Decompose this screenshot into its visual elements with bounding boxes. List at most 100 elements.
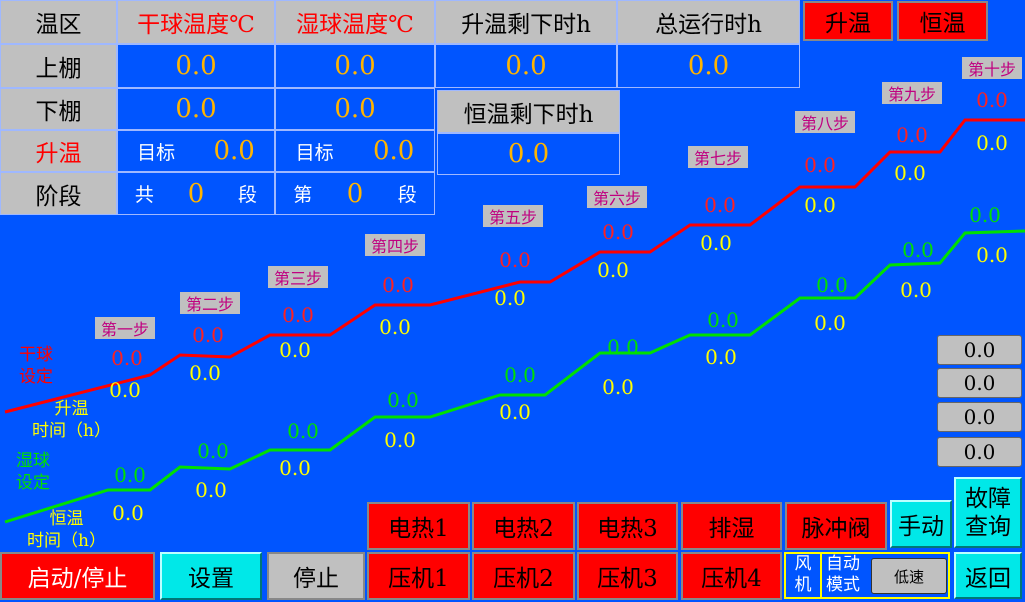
target-label: 目标 [295, 141, 334, 164]
step-hold-time[interactable]: 0.0 [195, 478, 227, 502]
step-heat-time[interactable]: 0.0 [494, 286, 526, 310]
step-label: 第六步 [587, 186, 647, 208]
step-dry-setpoint[interactable]: 0.0 [382, 273, 414, 297]
step-label: 第九步 [882, 82, 942, 104]
fan-panel: 风 机 自动 模式 低速 [784, 552, 950, 599]
step-wet-setpoint[interactable]: 0.0 [387, 388, 419, 412]
compressor-4-button[interactable]: 压机4 [681, 552, 782, 600]
step-dry-setpoint[interactable]: 0.0 [804, 153, 836, 177]
compressor-3-button[interactable]: 压机3 [577, 552, 678, 600]
side-value-1: 0.0 [937, 335, 1022, 365]
step-hold-time[interactable]: 0.0 [705, 345, 737, 369]
step-hold-time[interactable]: 0.0 [499, 400, 531, 424]
start-stop-button[interactable]: 启动/停止 [0, 552, 155, 600]
side-value-4: 0.0 [937, 437, 1022, 467]
step-dry-setpoint[interactable]: 0.0 [499, 248, 531, 272]
step-dry-setpoint[interactable]: 0.0 [976, 88, 1008, 112]
step-hold-time[interactable]: 0.0 [900, 278, 932, 302]
dry-setpoint-line [4, 118, 1025, 414]
step-heat-time[interactable]: 0.0 [894, 161, 926, 185]
stage-unit: 段 [397, 184, 417, 206]
hold-time-legend: 恒温 时间（h） [27, 509, 106, 551]
step-wet-setpoint[interactable]: 0.0 [816, 273, 848, 297]
step-heat-time[interactable]: 0.0 [700, 231, 732, 255]
lower-dry-value: 0.0 [117, 88, 275, 130]
step-wet-setpoint[interactable]: 0.0 [902, 238, 934, 262]
step-heat-time[interactable]: 0.0 [804, 193, 836, 217]
stage-unit: 段 [238, 184, 258, 206]
step-hold-time[interactable]: 0.0 [602, 375, 634, 399]
stop-button[interactable]: 停止 [267, 552, 365, 600]
step-label: 第三步 [268, 266, 328, 288]
row-header-stage: 阶段 [0, 172, 117, 215]
step-hold-time[interactable]: 0.0 [112, 501, 144, 525]
step-wet-setpoint[interactable]: 0.0 [504, 363, 536, 387]
step-dry-setpoint[interactable]: 0.0 [602, 220, 634, 244]
step-hold-time[interactable]: 0.0 [279, 456, 311, 480]
current-stage-value: 0 [346, 178, 364, 209]
target-wet-value[interactable]: 0.0 [372, 136, 415, 166]
dry-set-legend: 干球 设定 [19, 345, 53, 387]
heater-1-button[interactable]: 电热1 [367, 502, 470, 550]
dry-temp-header: 干球温度℃ [117, 0, 275, 44]
auto-mode-label: 自动 模式 [826, 554, 860, 595]
step-wet-setpoint[interactable]: 0.0 [197, 439, 229, 463]
upper-wet-value: 0.0 [275, 44, 435, 88]
back-button[interactable]: 返回 [954, 552, 1022, 599]
step-wet-setpoint[interactable]: 0.0 [607, 335, 639, 359]
step-label: 第十步 [962, 57, 1022, 79]
compressor-2-button[interactable]: 压机2 [472, 552, 575, 600]
heat-remain-header: 升温剩下时h [435, 0, 617, 44]
current-label: 第 [293, 184, 313, 206]
pulse-valve-button[interactable]: 脉冲阀 [785, 502, 887, 550]
side-value-2: 0.0 [937, 368, 1022, 398]
total-stages-value[interactable]: 0 [187, 178, 205, 209]
step-hold-time[interactable]: 0.0 [384, 428, 416, 452]
manual-button[interactable]: 手动 [890, 500, 952, 548]
row-header-heat: 升温 [0, 130, 117, 172]
current-stage-cell: 第 0 段 [275, 172, 435, 215]
target-wet-cell: 目标 0.0 [275, 130, 435, 172]
step-dry-setpoint[interactable]: 0.0 [704, 193, 736, 217]
step-heat-time[interactable]: 0.0 [109, 378, 141, 402]
step-wet-setpoint[interactable]: 0.0 [287, 419, 319, 443]
step-heat-time[interactable]: 0.0 [597, 258, 629, 282]
heat-remain-value: 0.0 [435, 44, 617, 88]
hold-mode-button[interactable]: 恒温 [897, 1, 988, 41]
target-label: 目标 [137, 141, 176, 164]
dehumidify-button[interactable]: 排湿 [681, 502, 782, 550]
heat-mode-button[interactable]: 升温 [803, 1, 893, 41]
step-hold-time[interactable]: 0.0 [814, 311, 846, 335]
step-heat-time[interactable]: 0.0 [279, 338, 311, 362]
step-wet-setpoint[interactable]: 0.0 [114, 463, 146, 487]
heater-3-button[interactable]: 电热3 [577, 502, 678, 550]
target-dry-value[interactable]: 0.0 [213, 136, 255, 166]
fan-speed-button[interactable]: 低速 [871, 558, 947, 594]
step-heat-time[interactable]: 0.0 [976, 131, 1008, 155]
row-header-zone: 温区 [0, 0, 117, 44]
fault-query-button[interactable]: 故障 查询 [954, 477, 1022, 548]
step-dry-setpoint[interactable]: 0.0 [282, 303, 314, 327]
step-label: 第四步 [365, 234, 425, 256]
wet-set-legend: 湿球 设定 [16, 451, 50, 493]
row-header-upper: 上棚 [0, 44, 117, 88]
step-hold-time[interactable]: 0.0 [976, 243, 1008, 267]
step-dry-setpoint[interactable]: 0.0 [896, 123, 928, 147]
heater-2-button[interactable]: 电热2 [472, 502, 575, 550]
step-heat-time[interactable]: 0.0 [379, 315, 411, 339]
step-dry-setpoint[interactable]: 0.0 [111, 346, 143, 370]
wet-temp-header: 湿球温度℃ [275, 0, 435, 44]
total-run-header: 总运行时h [617, 0, 800, 44]
total-stages-cell: 共 0 段 [117, 172, 275, 215]
wet-setpoint-line [4, 229, 1025, 524]
step-dry-setpoint[interactable]: 0.0 [192, 323, 224, 347]
step-wet-setpoint[interactable]: 0.0 [707, 308, 739, 332]
step-wet-setpoint[interactable]: 0.0 [969, 203, 1001, 227]
step-label: 第七步 [688, 146, 748, 168]
hold-remain-value: 0.0 [437, 133, 620, 175]
compressor-1-button[interactable]: 压机1 [367, 552, 470, 600]
step-heat-time[interactable]: 0.0 [189, 361, 221, 385]
row-header-lower: 下棚 [0, 88, 117, 130]
settings-button[interactable]: 设置 [160, 552, 262, 600]
